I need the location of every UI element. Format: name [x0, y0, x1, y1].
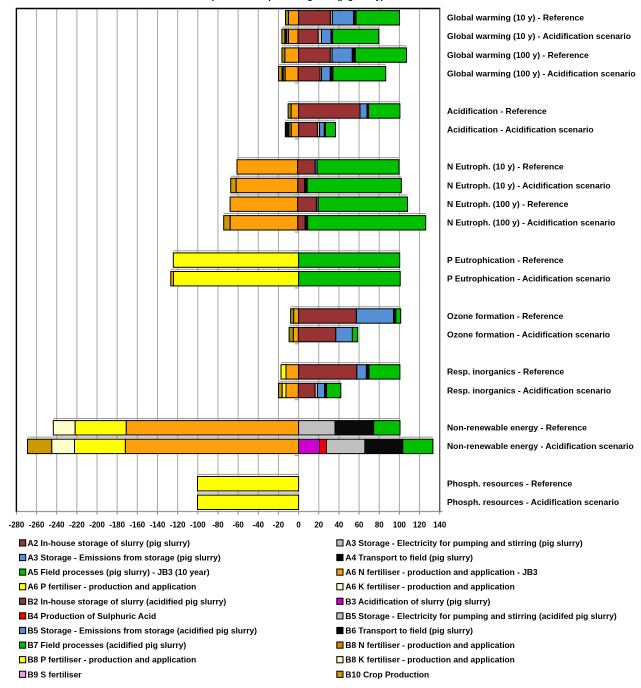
svg-text:N Eutroph. (100 y) - Acidifica: N Eutroph. (100 y) - Acidification scena…: [447, 218, 615, 228]
svg-text:A2 In-house storage of slurry: A2 In-house storage of slurry (pig slurr…: [28, 538, 191, 548]
svg-text:-240: -240: [49, 521, 65, 530]
svg-text:B6 Transport to field (pig slu: B6 Transport to field (pig slurry): [345, 626, 473, 636]
svg-text:B4 Production of Sulphuric Aci: B4 Production of Sulphuric Acid: [28, 611, 157, 621]
svg-text:Non-renewable energy - Referen: Non-renewable energy - Reference: [447, 423, 587, 433]
svg-text:Non-renewable energy - Acidifi: Non-renewable energy - Acidification sce…: [447, 441, 634, 451]
svg-text:Ozone formation - Acidificatio: Ozone formation - Acidification scenario: [447, 329, 610, 339]
svg-text:-220: -220: [69, 521, 85, 530]
svg-text:B3 Acidification of slurry (pi: B3 Acidification of slurry (pig slurry): [345, 596, 490, 606]
svg-text:-260: -260: [29, 521, 45, 530]
svg-text:Acidification - Reference: Acidification - Reference: [447, 106, 547, 116]
svg-text:-140: -140: [150, 521, 166, 530]
svg-text:-100: -100: [190, 521, 206, 530]
svg-text:A5 Field processes (pig slurry: A5 Field processes (pig slurry) - JB3 (1…: [28, 567, 210, 577]
svg-text:Acidification - Acidification: Acidification - Acidification scenario: [447, 124, 594, 134]
svg-text:B5 Storage - Emissions from st: B5 Storage - Emissions from storage (aci…: [28, 626, 258, 636]
svg-text:A3 Storage - Emissions from st: A3 Storage - Emissions from storage (pig…: [28, 553, 221, 563]
svg-text:-180: -180: [109, 521, 125, 530]
svg-text:-160: -160: [130, 521, 146, 530]
svg-text:-200: -200: [89, 521, 105, 530]
svg-text:60: 60: [355, 521, 364, 530]
svg-text:B8 K fertiliser - production a: B8 K fertiliser - production and applica…: [345, 655, 514, 665]
svg-text:140: 140: [433, 521, 447, 530]
svg-text:120: 120: [413, 521, 427, 530]
svg-text:N Eutroph. (100 y) - Reference: N Eutroph. (100 y) - Reference: [447, 199, 569, 209]
svg-text:B7 Field processes (acidified: B7 Field processes (acidified pig slurry…: [28, 640, 187, 650]
svg-text:B8 N fertiliser - production a: B8 N fertiliser - production and applica…: [345, 640, 514, 650]
svg-text:Resp. inorganics - Reference: Resp. inorganics - Reference: [447, 367, 564, 377]
svg-text:P Eutrophication - Acidificati: P Eutrophication - Acidification scenari…: [447, 274, 610, 284]
svg-text:80: 80: [375, 521, 384, 530]
svg-text:Global warming (10 y) - Acidif: Global warming (10 y) - Acidification sc…: [447, 31, 631, 41]
svg-text:Global warming (100 y) - Refer: Global warming (100 y) - Reference: [447, 50, 589, 60]
svg-text:-80: -80: [212, 521, 224, 530]
svg-text:Global warming (100 y) - Acidi: Global warming (100 y) - Acidification s…: [447, 69, 636, 79]
svg-text:-40: -40: [253, 521, 265, 530]
svg-text:B2 In-house storage of slurry: B2 In-house storage of slurry (acidified…: [28, 596, 227, 606]
svg-text:B8 P fertiliser - production a: B8 P fertiliser - production and applica…: [28, 655, 197, 665]
svg-text:Comparison of impact categorie: Comparison of impact categories (pig slu…: [192, 0, 409, 1]
svg-text:Ozone formation - Reference: Ozone formation - Reference: [447, 311, 563, 321]
svg-text:Global warming (10 y) - Refere: Global warming (10 y) - Reference: [447, 13, 584, 23]
svg-text:A3 Storage - Electricity for p: A3 Storage - Electricity for pumping and…: [345, 538, 583, 548]
svg-text:20: 20: [314, 521, 323, 530]
svg-text:-60: -60: [232, 521, 244, 530]
svg-text:B5 Storage - Electricity for p: B5 Storage - Electricity for pumping and…: [345, 611, 617, 621]
svg-text:0: 0: [296, 521, 301, 530]
svg-text:Phosph. resources - Reference: Phosph. resources - Reference: [447, 479, 572, 489]
svg-text:P Eutrophication - Reference: P Eutrophication - Reference: [447, 255, 564, 265]
svg-text:B9 S fertiliser: B9 S fertiliser: [28, 669, 83, 679]
svg-text:A4 Transport to field (pig slu: A4 Transport to field (pig slurry): [345, 553, 473, 563]
svg-text:-120: -120: [170, 521, 186, 530]
svg-text:N Eutroph. (10 y) - Reference: N Eutroph. (10 y) - Reference: [447, 162, 564, 172]
svg-text:-20: -20: [273, 521, 285, 530]
svg-text:100: 100: [393, 521, 407, 530]
svg-text:A6 K fertiliser - production a: A6 K fertiliser - production and applica…: [345, 582, 514, 592]
svg-text:40: 40: [335, 521, 344, 530]
svg-text:N Eutroph. (10 y) - Acidificat: N Eutroph. (10 y) - Acidification scenar…: [447, 180, 611, 190]
svg-text:A6 P fertiliser - production a: A6 P fertiliser - production and applica…: [28, 582, 197, 592]
svg-text:Phosph. resources - Acidificat: Phosph. resources - Acidification scenar…: [447, 497, 619, 507]
svg-text:B10 Crop Production: B10 Crop Production: [345, 669, 429, 679]
svg-text:-280: -280: [9, 521, 25, 530]
svg-text:A6 N fertiliser - production a: A6 N fertiliser - production and applica…: [345, 567, 538, 577]
svg-text:Resp. inorganics - Acidificati: Resp. inorganics - Acidification scenari…: [447, 385, 611, 395]
